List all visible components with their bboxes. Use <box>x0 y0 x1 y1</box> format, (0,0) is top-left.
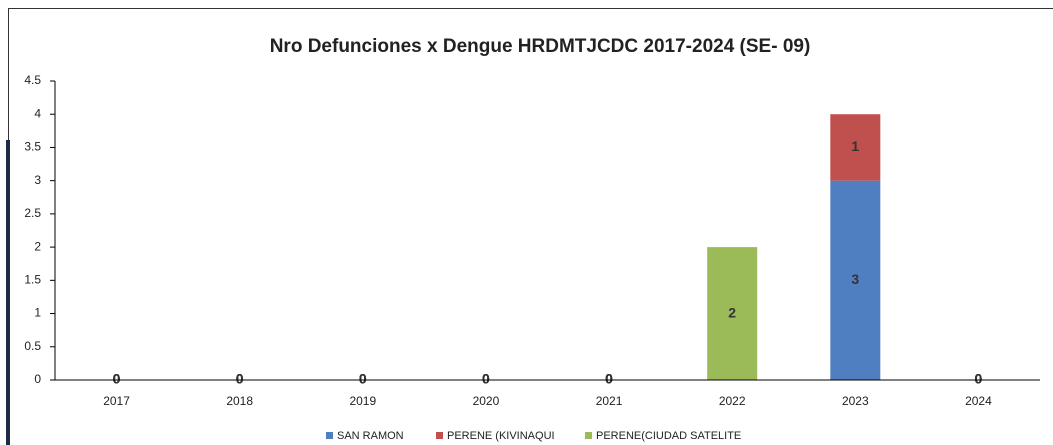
x-tick-label: 2022 <box>719 394 746 408</box>
data-label: 0 <box>482 371 490 387</box>
legend-label: PERENE (KIVINAQUI <box>447 430 555 442</box>
data-label: 0 <box>975 371 983 387</box>
data-label: 0 <box>113 371 121 387</box>
y-tick-label: 4.5 <box>24 73 41 87</box>
data-label: 0 <box>605 371 613 387</box>
data-label: 0 <box>359 371 367 387</box>
data-label: 0 <box>359 371 367 387</box>
y-tick-label: 0.5 <box>24 339 41 353</box>
x-tick-label: 2023 <box>842 394 869 408</box>
y-tick-label: 2.5 <box>24 206 41 220</box>
data-label: 0 <box>975 371 983 387</box>
data-label: 0 <box>359 371 367 387</box>
data-label: 0 <box>482 371 490 387</box>
legend-label: PERENE(CIUDAD SATELITE <box>596 430 741 442</box>
x-tick-label: 2019 <box>349 394 376 408</box>
data-label: 0 <box>975 371 983 387</box>
data-label: 0 <box>605 371 613 387</box>
y-tick-label: 3.5 <box>24 140 41 154</box>
bar <box>707 247 758 380</box>
x-tick-label: 2020 <box>473 394 500 408</box>
x-tick-label: 2024 <box>965 394 992 408</box>
y-tick-label: 2 <box>34 239 41 253</box>
edge <box>6 140 10 445</box>
bar <box>830 114 881 181</box>
data-label: 2 <box>728 304 736 320</box>
chart-title: Nro Defunciones x Dengue HRDMTJCDC 2017-… <box>270 36 811 57</box>
data-label: 0 <box>236 371 244 387</box>
legend-swatch <box>585 432 592 439</box>
data-label: 0 <box>605 371 613 387</box>
data-label: 0 <box>113 371 121 387</box>
y-tick-label: 3 <box>34 173 41 187</box>
data-label: 0 <box>113 371 121 387</box>
data-label: 1 <box>851 138 859 154</box>
data-label: 0 <box>236 371 244 387</box>
y-tick-label: 1 <box>34 306 41 320</box>
x-tick-label: 2021 <box>596 394 623 408</box>
bar <box>830 180 881 380</box>
data-label: 0 <box>482 371 490 387</box>
legend-label: SAN RAMON <box>337 430 404 442</box>
x-tick-label: 2017 <box>103 394 130 408</box>
data-label: 3 <box>851 271 859 287</box>
y-tick-label: 0 <box>34 372 41 386</box>
y-tick-label: 1.5 <box>24 273 41 287</box>
legend-swatch <box>436 432 443 439</box>
legend-swatch <box>326 432 333 439</box>
x-tick-label: 2018 <box>226 394 253 408</box>
data-label: 0 <box>236 371 244 387</box>
y-tick-label: 4 <box>34 106 41 120</box>
